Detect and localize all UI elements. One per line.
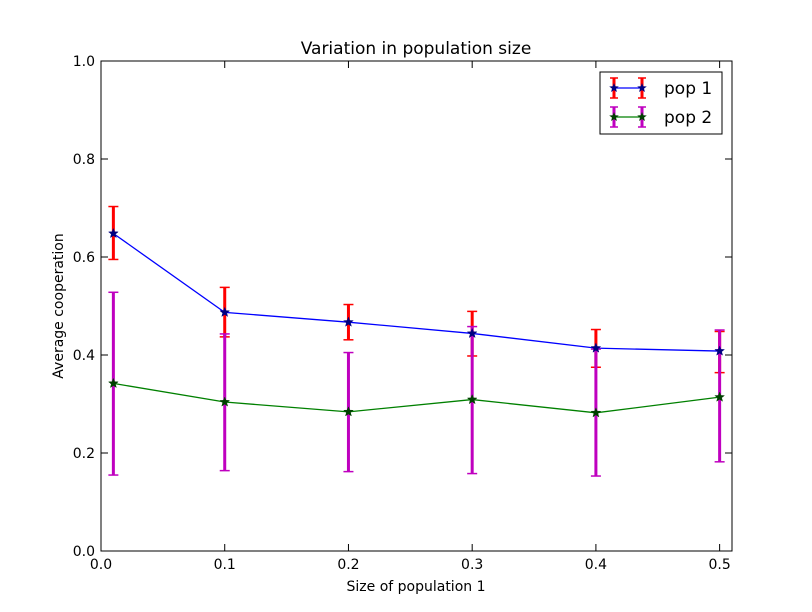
y-tick-label: 0.0	[73, 544, 95, 560]
data-point	[107, 377, 119, 389]
data-point	[590, 342, 602, 353]
x-tick-label: 0.3	[461, 557, 483, 573]
y-tick-label: 1.0	[73, 54, 95, 70]
legend-item-1: pop 1	[609, 77, 712, 99]
legend-item-2: pop 2	[609, 106, 712, 128]
y-tick-label: 0.8	[73, 152, 95, 168]
axis-ticks: 0.0 0.1 0.2 0.3 0.4 0.5 0.0 0.2 0.4 0.6 0.8 1.0	[73, 54, 732, 573]
series-line	[112, 232, 720, 352]
series-1-markers	[107, 227, 726, 356]
x-axis-label: Size of population 1	[347, 579, 486, 595]
series-2	[113, 382, 720, 414]
data-point	[714, 345, 726, 356]
x-tick-label: 0.2	[337, 557, 359, 573]
legend-marker	[609, 112, 619, 122]
data-point	[219, 396, 231, 407]
data-point	[343, 316, 354, 327]
data-point	[714, 391, 726, 402]
data-point	[590, 407, 602, 418]
legend-box	[599, 71, 723, 135]
y-axis-label: Average cooperation	[51, 233, 67, 378]
series-1	[112, 232, 720, 352]
y-tick-label: 0.2	[73, 446, 95, 462]
legend-marker	[637, 83, 647, 93]
y-tick-label: 0.4	[73, 348, 95, 364]
x-tick-label: 0.4	[585, 557, 607, 573]
x-tick-label: 0.0	[90, 557, 112, 573]
legend-marker	[637, 112, 647, 122]
plot-area	[107, 205, 726, 477]
data-point	[107, 227, 119, 239]
legend-marker	[609, 83, 619, 93]
data-point	[343, 406, 354, 417]
legend: pop 1 pop 2	[599, 71, 723, 135]
legend-label: pop 1	[664, 79, 712, 99]
series-line	[113, 382, 720, 414]
legend-label: pop 2	[664, 108, 712, 128]
y-tick-label: 0.6	[73, 250, 95, 266]
x-tick-label: 0.5	[708, 557, 730, 573]
data-point	[466, 327, 478, 339]
axes-frame	[100, 60, 733, 552]
data-point	[219, 306, 231, 317]
data-point	[466, 393, 478, 405]
x-tick-label: 0.1	[214, 557, 236, 573]
chart-title: Variation in population size	[301, 39, 532, 59]
series-2-markers	[107, 377, 726, 418]
